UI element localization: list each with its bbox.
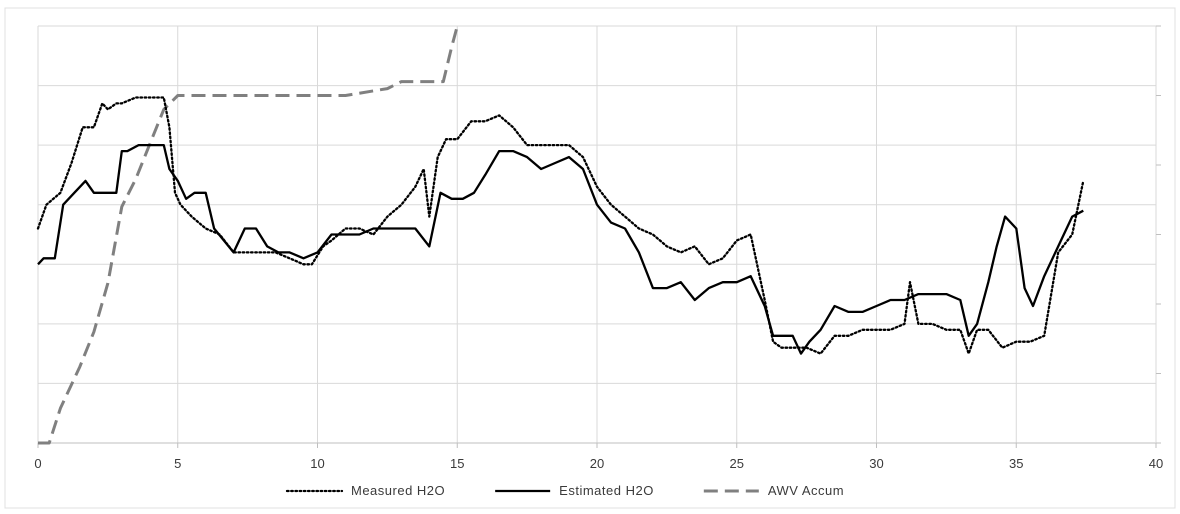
x-tick-label: 10 (310, 456, 324, 471)
x-tick-label: 35 (1009, 456, 1023, 471)
chart-frame (4, 7, 1176, 509)
legend-label: Estimated H2O (559, 483, 654, 498)
legend: Measured H2O Estimated H2O AWV Accum (285, 483, 844, 498)
series-line-estimated-h2o (37, 143, 1084, 355)
x-tick-label: 20 (590, 456, 604, 471)
x-tick-label: 15 (450, 456, 464, 471)
x-tick-label: 25 (730, 456, 744, 471)
series-line-awv-accum (38, 25, 459, 445)
axes (37, 25, 1161, 448)
series-line-measured-h2o (36, 96, 1085, 355)
legend-label: AWV Accum (768, 483, 844, 498)
legend-label: Measured H2O (351, 483, 445, 498)
x-axis-ticks: 0 5 10 15 20 25 30 35 40 (34, 456, 1163, 471)
x-tick-label: 0 (34, 456, 41, 471)
x-tick-label: 5 (174, 456, 181, 471)
x-tick-label: 30 (869, 456, 883, 471)
x-tick-label: 40 (1149, 456, 1163, 471)
series-layer (36, 25, 1085, 445)
